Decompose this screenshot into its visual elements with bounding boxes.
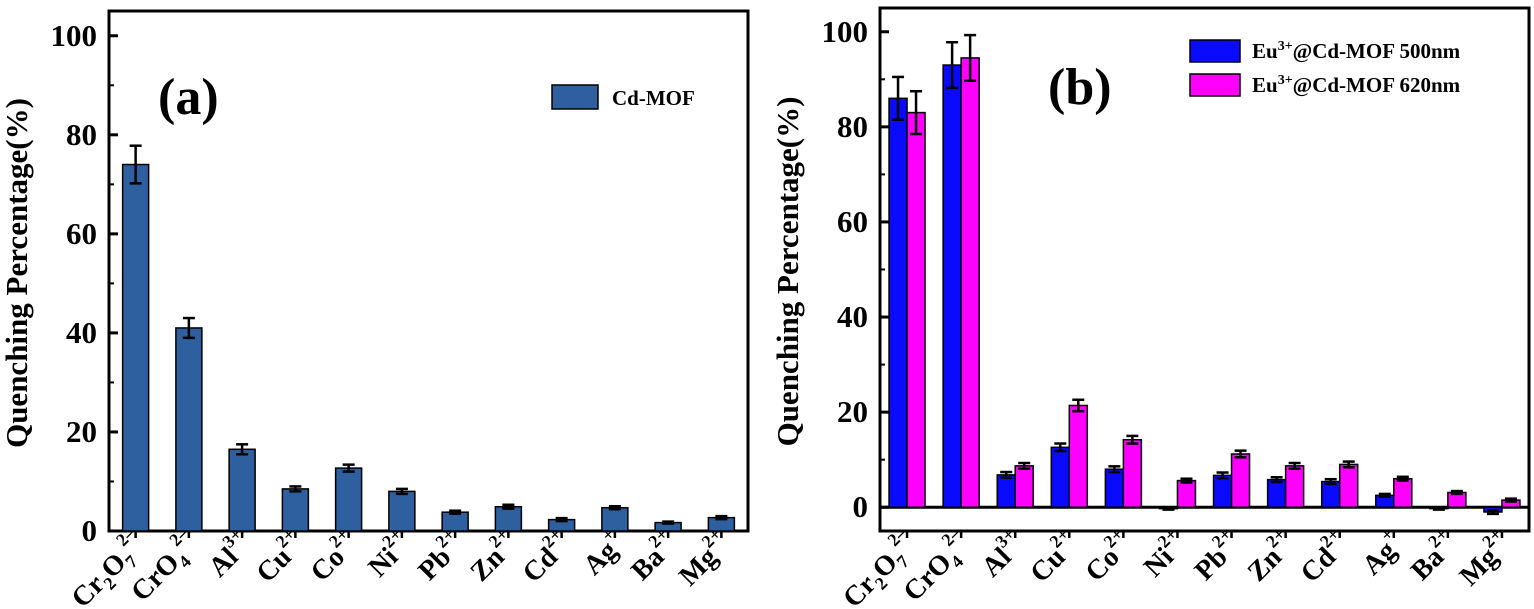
y-tick-label: 20 bbox=[66, 414, 97, 449]
y-tick-label: 20 bbox=[837, 394, 868, 429]
y-tick-label: 60 bbox=[837, 204, 868, 239]
bar bbox=[1104, 468, 1125, 508]
legend-swatch bbox=[1189, 73, 1241, 97]
bar bbox=[1122, 438, 1143, 508]
x-tick-label: Ba2+ bbox=[621, 524, 684, 587]
x-tick-label: Al3+ bbox=[972, 524, 1032, 584]
x-tick-label: Cd2+ bbox=[512, 524, 577, 589]
bar bbox=[1014, 465, 1034, 508]
bar bbox=[281, 488, 310, 532]
x-tick-label: Cd2+ bbox=[1291, 524, 1356, 589]
y-axis-label: Quenching Percentage(%) bbox=[770, 97, 805, 447]
legend-swatch bbox=[551, 84, 599, 110]
bar bbox=[996, 474, 1016, 508]
bar bbox=[1320, 480, 1341, 508]
y-tick-label: 0 bbox=[853, 489, 869, 524]
bar bbox=[906, 111, 926, 508]
x-tick-label: Ba2+ bbox=[1401, 524, 1464, 587]
bar bbox=[888, 97, 908, 508]
legend-label: Eu3+@Cd-MOF 620nm bbox=[1252, 73, 1461, 97]
y-tick-label: 100 bbox=[822, 14, 869, 49]
plot-frame bbox=[107, 9, 750, 533]
bar bbox=[175, 327, 203, 532]
bar bbox=[1212, 474, 1233, 508]
bar bbox=[960, 57, 980, 508]
x-tick-label: Cu2+ bbox=[1020, 524, 1085, 589]
y-tick-label: 80 bbox=[837, 109, 868, 144]
x-tick-label: Ni2+ bbox=[358, 524, 418, 584]
panel-label: (b) bbox=[1048, 59, 1112, 116]
y-tick-label: 40 bbox=[837, 299, 868, 334]
bar bbox=[1230, 453, 1251, 508]
bar bbox=[1176, 479, 1197, 508]
x-tick-label: Zn2+ bbox=[1238, 524, 1302, 588]
bar bbox=[942, 64, 962, 508]
panel-label: (a) bbox=[158, 69, 219, 126]
bar bbox=[1284, 465, 1305, 508]
y-tick-label: 80 bbox=[66, 117, 97, 152]
legend-swatch bbox=[1189, 39, 1241, 63]
x-tick-label: Mg2+ bbox=[1450, 524, 1518, 592]
y-tick-label: 40 bbox=[66, 315, 97, 350]
x-tick-label: Ni2+ bbox=[1134, 524, 1194, 584]
x-tick-label: Zn2+ bbox=[460, 524, 524, 588]
y-axis-label: Quenching Percentage(%) bbox=[0, 98, 34, 448]
bar bbox=[121, 163, 150, 532]
bar bbox=[1338, 463, 1359, 508]
bar bbox=[1068, 404, 1089, 508]
bar bbox=[1393, 477, 1413, 508]
legend-label: Cd-MOF bbox=[612, 86, 695, 110]
y-tick-label: 100 bbox=[51, 18, 98, 53]
legend-label: Eu3+@Cd-MOF 500nm bbox=[1252, 39, 1461, 63]
x-tick-label: Pb2+ bbox=[408, 524, 471, 587]
bar bbox=[388, 490, 416, 532]
x-tick-label: Co2+ bbox=[1075, 524, 1139, 588]
bar bbox=[1050, 446, 1071, 508]
bar bbox=[334, 467, 363, 532]
x-tick-label: Mg2+ bbox=[669, 524, 737, 592]
x-tick-label: Al3+ bbox=[198, 524, 258, 584]
x-tick-label: Co2+ bbox=[301, 524, 365, 588]
bar bbox=[228, 448, 256, 532]
x-tick-label: Cu2+ bbox=[246, 524, 311, 589]
y-tick-label: 60 bbox=[66, 216, 97, 251]
bar bbox=[1266, 478, 1287, 508]
x-tick-label: Pb2+ bbox=[1185, 524, 1248, 587]
y-tick-label: 0 bbox=[82, 513, 98, 548]
